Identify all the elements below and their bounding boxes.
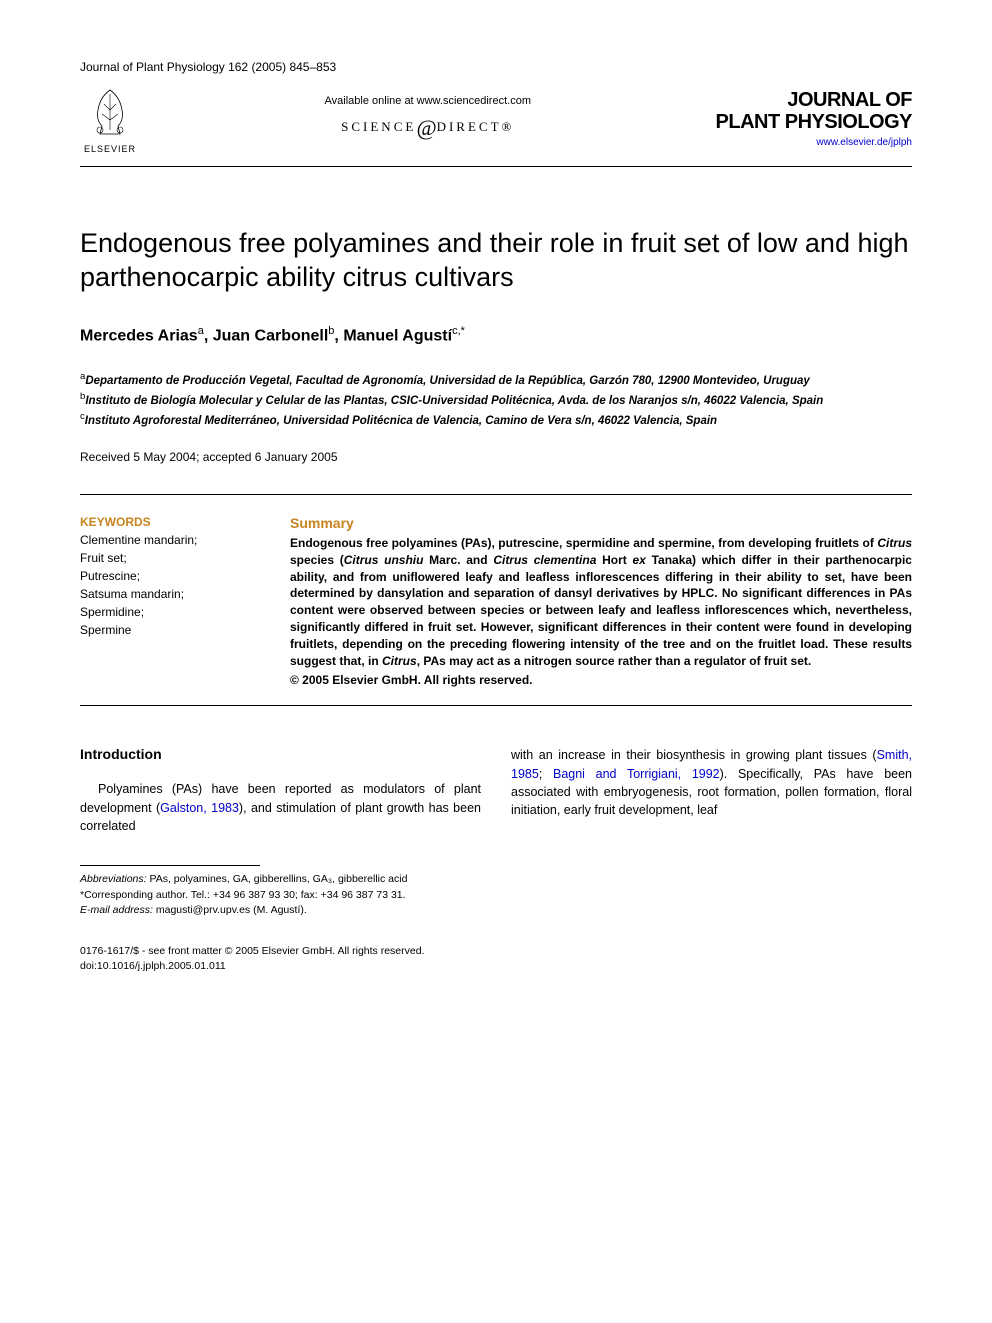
- intro-paragraph-2: with an increase in their biosynthesis i…: [511, 746, 912, 819]
- footnotes: Abbreviations: PAs, polyamines, GA, gibb…: [80, 872, 481, 919]
- doi-line: doi:10.1016/j.jplph.2005.01.011: [80, 959, 912, 974]
- article-dates: Received 5 May 2004; accepted 6 January …: [80, 450, 912, 464]
- sd-d-icon: @: [416, 115, 436, 140]
- divider: [80, 494, 912, 495]
- footnote-rule: [80, 865, 260, 866]
- body-column-right: with an increase in their biosynthesis i…: [511, 746, 912, 919]
- elsevier-label: ELSEVIER: [84, 144, 136, 154]
- journal-citation: Journal of Plant Physiology 162 (2005) 8…: [80, 60, 336, 74]
- body-column-left: Introduction Polyamines (PAs) have been …: [80, 746, 481, 919]
- intro-paragraph-1: Polyamines (PAs) have been reported as m…: [80, 780, 481, 834]
- summary-text: Endogenous free polyamines (PAs), putres…: [290, 535, 912, 669]
- elsevier-tree-icon: [80, 82, 140, 142]
- available-online-text: Available online at www.sciencedirect.co…: [140, 95, 716, 107]
- article-title: Endogenous free polyamines and their rol…: [80, 227, 912, 295]
- footer-block: 0176-1617/$ - see front matter © 2005 El…: [80, 944, 912, 973]
- affiliations: aDepartamento de Producción Vegetal, Fac…: [80, 370, 912, 430]
- summary-column: Summary Endogenous free polyamines (PAs)…: [290, 515, 912, 687]
- sciencedirect-logo: SCIENCE@DIRECT®: [140, 115, 716, 141]
- issn-line: 0176-1617/$ - see front matter © 2005 El…: [80, 944, 912, 959]
- elsevier-logo: ELSEVIER: [80, 82, 140, 154]
- header-row: ELSEVIER Available online at www.science…: [80, 82, 912, 167]
- keywords-list: Clementine mandarin;Fruit set;Putrescine…: [80, 531, 260, 639]
- summary-heading: Summary: [290, 515, 912, 531]
- introduction-heading: Introduction: [80, 746, 481, 762]
- keywords-heading: KEYWORDS: [80, 515, 260, 529]
- keywords-column: KEYWORDS Clementine mandarin;Fruit set;P…: [80, 515, 260, 687]
- authors: Mercedes Ariasa, Juan Carbonellb, Manuel…: [80, 325, 912, 345]
- sd-prefix: SCIENCE: [341, 119, 416, 134]
- journal-link[interactable]: www.elsevier.de/jplph: [716, 137, 912, 148]
- divider: [80, 705, 912, 706]
- journal-name: JOURNAL OF PLANT PHYSIOLOGY: [716, 89, 912, 133]
- summary-copyright: © 2005 Elsevier GmbH. All rights reserve…: [290, 673, 912, 687]
- sd-suffix: DIRECT®: [437, 119, 515, 134]
